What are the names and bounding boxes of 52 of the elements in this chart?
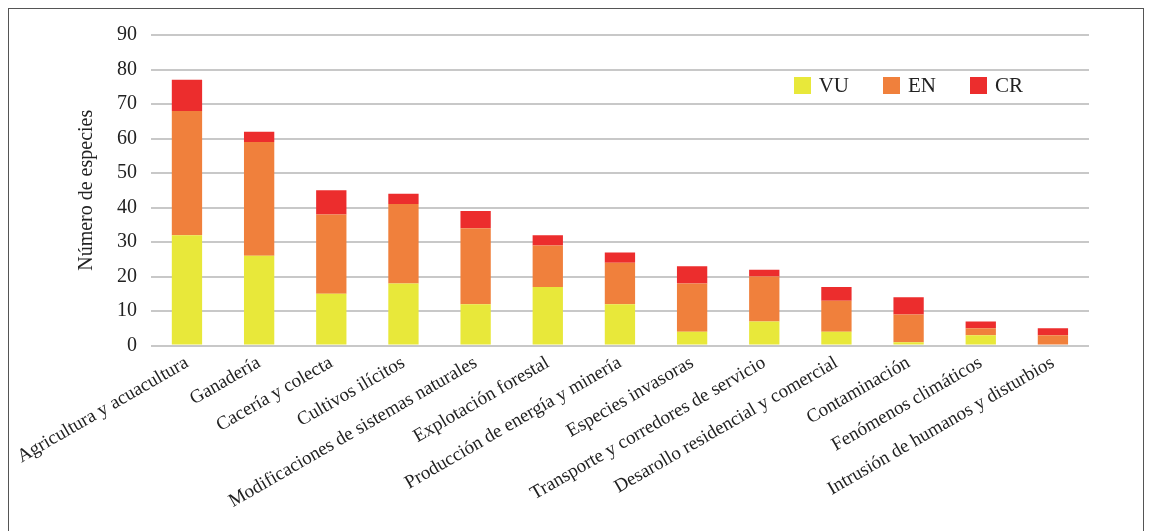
bar — [171, 110, 203, 236]
y-tick-label: 30 — [116, 229, 137, 252]
bar — [749, 276, 780, 322]
y-tick-label: 40 — [116, 194, 137, 217]
bar — [316, 214, 347, 294]
bar — [1037, 328, 1069, 336]
y-tick-label: 10 — [116, 298, 137, 321]
bar — [243, 131, 275, 142]
bar — [316, 190, 347, 215]
bar — [676, 283, 708, 332]
bar — [460, 228, 491, 305]
bar — [532, 245, 563, 287]
bar — [965, 321, 996, 329]
bar — [388, 193, 419, 205]
legend-label: EN — [907, 73, 936, 98]
bar — [243, 255, 275, 345]
legend-label: CR — [994, 73, 1023, 98]
bar — [893, 297, 924, 315]
y-tick-label: 0 — [126, 332, 137, 355]
bar — [676, 331, 708, 345]
y-tick-label: 90 — [116, 22, 137, 45]
y-axis-title: Número de especies — [74, 109, 98, 271]
y-tick-label: 50 — [116, 160, 137, 183]
y-tick-label: 60 — [116, 125, 137, 148]
bar — [965, 328, 996, 336]
legend-label: VU — [818, 73, 849, 98]
y-tick-label: 20 — [116, 263, 137, 286]
bar — [676, 266, 708, 284]
bar — [604, 252, 636, 263]
bar — [243, 141, 275, 256]
bar — [388, 204, 419, 284]
bar — [171, 79, 203, 111]
bar — [460, 304, 491, 345]
bar — [893, 342, 924, 345]
y-tick-label: 80 — [116, 56, 137, 79]
bar — [604, 304, 636, 345]
bar — [821, 300, 852, 332]
bar — [532, 286, 563, 345]
bar — [821, 331, 852, 345]
bar — [749, 321, 780, 345]
bar — [388, 283, 419, 345]
bar — [532, 235, 563, 246]
y-tick-label: 70 — [116, 91, 137, 114]
bar — [749, 269, 780, 277]
bar — [460, 211, 491, 229]
bar — [965, 335, 996, 345]
bar — [316, 293, 347, 345]
bar — [893, 314, 924, 343]
bar — [171, 235, 203, 345]
bar — [604, 262, 636, 305]
bar — [821, 286, 852, 301]
bar — [1037, 335, 1069, 345]
